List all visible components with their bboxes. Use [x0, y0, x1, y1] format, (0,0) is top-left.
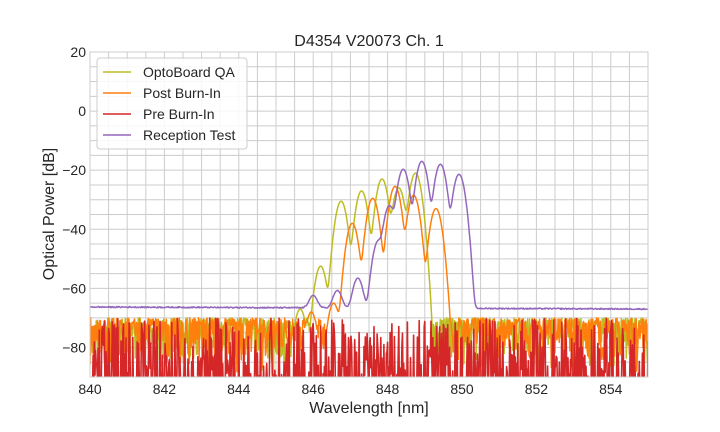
series-layer [90, 160, 648, 377]
x-tick-label: 848 [376, 381, 400, 397]
y-axis-label: Optical Power [dB] [41, 148, 58, 281]
series-line-reception-test [90, 160, 648, 311]
plot-frame [89, 51, 649, 378]
legend: OptoBoard QA Post Burn-In Pre Burn-In Recep… [96, 57, 248, 150]
x-tick-label: 852 [525, 381, 549, 397]
legend-label: Post Burn-In [143, 85, 221, 101]
legend-box [96, 57, 248, 150]
x-tick-label: 842 [153, 381, 177, 397]
y-tick-label: −20 [62, 162, 86, 178]
y-tick-label: 0 [78, 103, 86, 119]
x-tick-label: 846 [302, 381, 326, 397]
x-tick-label: 850 [450, 381, 474, 397]
x-axis-label: Wavelength [nm] [309, 400, 428, 417]
y-axis: −80 −60 −40 −20 0 20 [62, 44, 86, 355]
x-tick-label: 840 [78, 381, 102, 397]
chart-title: D4354 V20073 Ch. 1 [294, 33, 444, 50]
y-tick-label: −60 [62, 280, 86, 296]
y-tick-label: −80 [62, 339, 86, 355]
legend-label: Reception Test [143, 127, 235, 143]
x-axis: 840 842 844 846 848 850 852 854 [78, 381, 622, 397]
y-tick-label: 20 [70, 44, 86, 60]
series-line-pre-burn-in [90, 317, 648, 377]
legend-label: OptoBoard QA [143, 64, 235, 80]
x-tick-label: 854 [599, 381, 623, 397]
legend-label: Pre Burn-In [143, 106, 215, 122]
x-tick-label: 844 [227, 381, 251, 397]
y-tick-label: −40 [62, 221, 86, 237]
series-line-post-burn-in [90, 185, 648, 376]
